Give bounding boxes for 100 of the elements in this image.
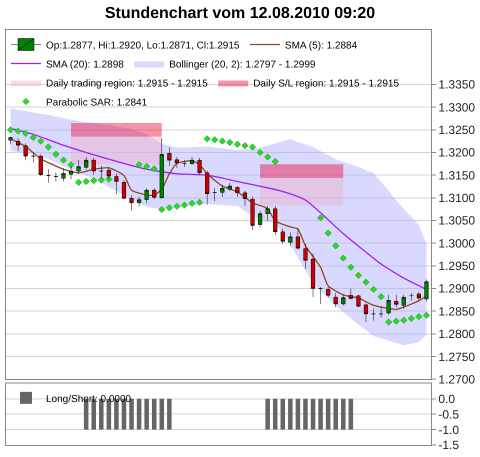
legend-label: Op:1.2877, Hi:1.2920, Lo:1.2871, Cl:1.2915 [46, 40, 240, 52]
candlestick [174, 156, 180, 168]
candlestick [242, 190, 248, 206]
candlestick [409, 292, 414, 302]
candlestick [334, 292, 338, 308]
point [408, 314, 415, 322]
point [98, 176, 105, 184]
y-tick-label: 1.3300 [438, 100, 476, 114]
point [422, 312, 430, 319]
candlestick [394, 294, 398, 308]
candlestick [76, 159, 81, 174]
candlestick [280, 228, 285, 244]
point [241, 142, 248, 150]
point [105, 176, 112, 183]
point [211, 136, 218, 144]
y-tick-label: 1.2800 [438, 327, 476, 342]
point [332, 242, 340, 250]
candlestick [114, 173, 119, 194]
legend-label: SMA (5): 1.2884 [284, 40, 358, 52]
candlestick [378, 306, 384, 318]
candlestick [152, 188, 156, 200]
legend-label: Parabolic SAR: 1.2841 [46, 97, 148, 108]
candlestick [356, 294, 360, 308]
point [264, 153, 272, 160]
candlestick [258, 210, 262, 228]
candlestick [212, 188, 217, 202]
point [68, 161, 75, 168]
y-tick-label: 1.2700 [438, 372, 476, 386]
y-tick-label: 1.3100 [438, 191, 476, 206]
candlestick [8, 136, 13, 145]
point [82, 178, 90, 185]
point [347, 264, 354, 271]
y-tick-label: 1.3250 [438, 122, 476, 137]
candlestick [326, 286, 330, 298]
point [30, 134, 37, 141]
legend-label: Long/Short: 0.0000 [46, 394, 132, 405]
point [392, 318, 400, 325]
candlestick [318, 286, 323, 304]
point [7, 126, 14, 134]
point [378, 293, 385, 300]
point [249, 144, 256, 151]
candlestick [348, 288, 353, 300]
point [317, 214, 324, 222]
candlestick [273, 206, 278, 236]
candlestick [31, 152, 36, 163]
candlestick [197, 158, 202, 175]
candlestick [160, 138, 164, 199]
point [158, 206, 166, 214]
y-tick-label: 1.3000 [438, 236, 476, 250]
legend-label: Daily trading region: 1.2915 - 1.2915 [46, 78, 208, 90]
legend-label: SMA (20): 1.2898 [46, 59, 124, 70]
candlestick [310, 253, 316, 298]
point [204, 135, 211, 142]
point [226, 138, 234, 146]
y-tick-label: 1.3200 [438, 146, 476, 160]
candlestick [182, 160, 187, 168]
chart-title: Stundenchart vom 12.08.2010 09:20 [104, 5, 376, 22]
y-tick-label: 1.3050 [438, 214, 476, 228]
y-tick-label: -1.0 [438, 422, 460, 437]
y-tick-label: 1.2850 [438, 304, 476, 318]
point [385, 318, 392, 326]
point [60, 156, 67, 164]
candlestick [136, 196, 142, 207]
point [166, 204, 173, 212]
point [52, 150, 60, 158]
legend-label: Bollinger (20, 2): 1.2797 - 1.2999 [169, 59, 316, 70]
point [75, 178, 82, 186]
candlestick [190, 156, 194, 165]
point [37, 138, 44, 145]
candlestick [38, 154, 43, 176]
y-tick-label: 1.2900 [438, 282, 476, 296]
line-series [10, 138, 428, 310]
point [324, 230, 332, 237]
candlestick [386, 294, 391, 316]
candlestick [220, 184, 224, 198]
y-tick-label: 1.2950 [438, 259, 476, 274]
point [256, 148, 264, 156]
legend-label: Daily S/L region: 1.2915 - 1.2915 [253, 78, 400, 90]
point [143, 163, 150, 170]
y-tick-label: 0.0 [438, 392, 456, 406]
y-tick-label: 1.3150 [438, 168, 476, 182]
point [14, 128, 22, 135]
candlestick [129, 194, 134, 211]
y-tick-label: -1.5 [438, 438, 460, 452]
candlestick [296, 227, 300, 250]
point [340, 254, 347, 262]
candlestick [288, 232, 292, 246]
point [180, 202, 188, 209]
candlestick [266, 206, 270, 222]
y-tick-label: 1.2750 [438, 350, 476, 364]
point [354, 272, 362, 279]
candlestick [24, 143, 28, 160]
point [22, 130, 30, 137]
candlestick [92, 158, 96, 175]
candlestick [167, 147, 172, 166]
candlestick [416, 291, 421, 302]
point [234, 140, 241, 148]
candlestick [402, 294, 406, 309]
point [415, 313, 422, 320]
y-tick-label: -0.5 [438, 407, 460, 422]
